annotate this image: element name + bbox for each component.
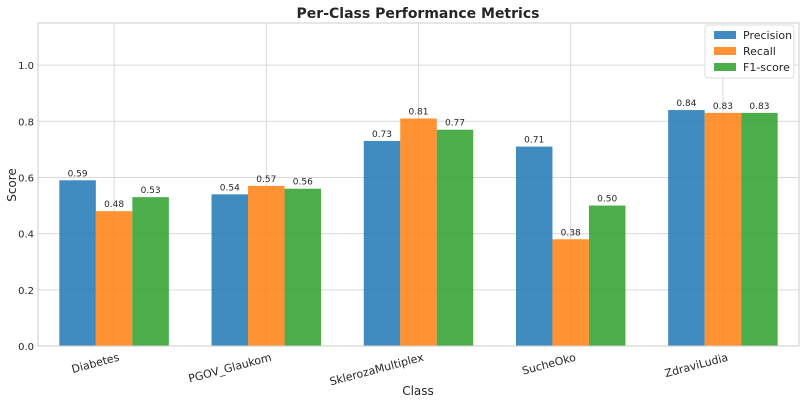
bar-precision-sklerozamultiplex	[363, 140, 401, 346]
y-tick-label: 0.4	[18, 230, 34, 241]
bar-f1-score-pgov-glaukom	[284, 188, 322, 346]
legend-swatch	[714, 31, 736, 39]
legend-swatch	[714, 63, 736, 71]
bar-value-label: 0.54	[220, 183, 240, 193]
bar-precision-diabetes	[59, 180, 96, 346]
bar-value-label: 0.57	[256, 175, 276, 185]
y-tick-label: 1.0	[18, 61, 34, 72]
bar-f1-score-zdraviludia	[741, 112, 778, 346]
bars	[59, 110, 778, 346]
bar-value-label: 0.53	[141, 186, 161, 196]
chart-title: Per-Class Performance Metrics	[297, 6, 540, 22]
bar-value-label: 0.84	[676, 99, 696, 109]
bar-value-label: 0.56	[293, 178, 313, 188]
bar-f1-score-sklerozamultiplex	[436, 129, 474, 346]
legend-label: Recall	[743, 45, 776, 58]
y-tick-labels: 0.0 0.2 0.4 0.6 0.8 1.0	[18, 61, 34, 353]
plot-frame	[37, 22, 800, 347]
y-tick-label: 0.8	[18, 117, 34, 128]
bar-precision-zdraviludia	[668, 110, 705, 346]
bar-value-label: 0.73	[372, 130, 392, 140]
bar-f1-score-diabetes	[132, 197, 169, 346]
x-axis-label: Class	[402, 384, 434, 398]
y-axis-label: Score	[5, 168, 19, 202]
bar-labels: 0.59 0.48 0.53 0.54 0.57 0.56 0.73 0.81 0.77 0.71…	[68, 99, 770, 238]
bar-value-label: 0.83	[749, 102, 769, 112]
y-tick-label: 0.6	[18, 173, 34, 184]
legend-label: Precision	[743, 29, 792, 42]
bar-value-label: 0.59	[68, 169, 88, 179]
legend-swatch	[714, 47, 736, 55]
bar-value-label: 0.77	[445, 119, 465, 129]
bar-precision-sucheoko	[515, 146, 553, 346]
bar-recall-diabetes	[95, 211, 133, 346]
bar-value-label: 0.48	[104, 200, 124, 210]
bar-precision-pgov-glaukom	[211, 194, 249, 346]
bar-f1-score-sucheoko	[588, 205, 626, 346]
legend: Precision Recall F1-score	[704, 24, 795, 79]
bar-recall-zdraviludia	[704, 112, 742, 346]
bar-value-label: 0.81	[408, 107, 428, 117]
bar-recall-sklerozamultiplex	[400, 118, 437, 346]
bar-recall-pgov-glaukom	[248, 185, 285, 346]
bar-recall-sucheoko	[552, 239, 589, 346]
y-tick-label: 0.2	[18, 286, 34, 297]
bar-value-label: 0.38	[561, 228, 581, 238]
bar-value-label: 0.83	[713, 102, 733, 112]
legend-label: F1-score	[743, 61, 790, 74]
y-tick-label: 0.0	[18, 342, 34, 353]
bar-value-label: 0.50	[597, 195, 617, 205]
bar-value-label: 0.71	[524, 136, 544, 146]
